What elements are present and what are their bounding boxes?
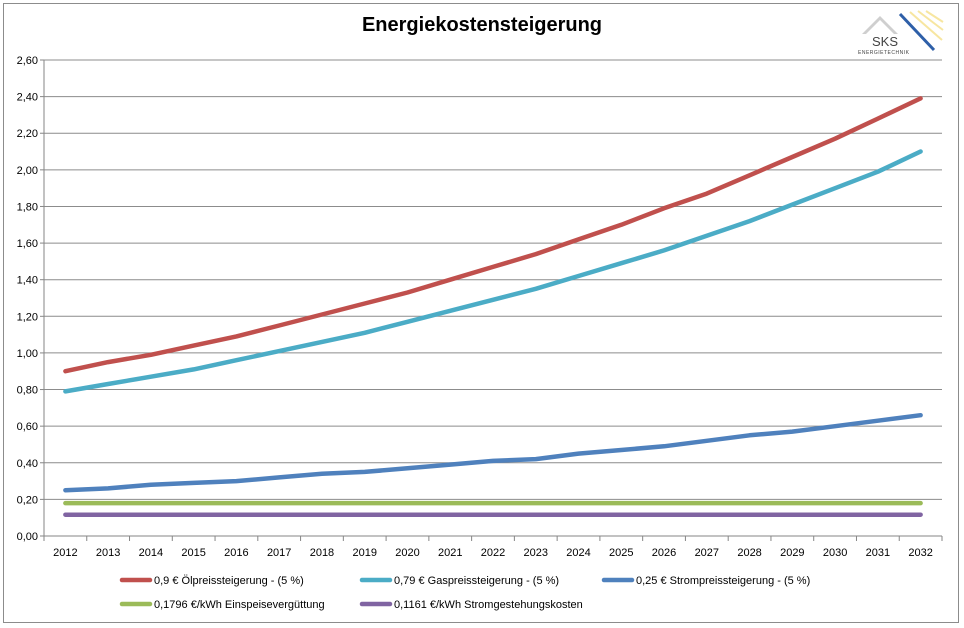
x-tick-label: 2019 (352, 547, 376, 559)
y-tick-label: 0,60 (17, 421, 38, 433)
solar-panel-line (898, 12, 936, 52)
sun-ray (925, 10, 944, 23)
x-tick-label: 2029 (780, 547, 804, 559)
sun-ray (917, 10, 944, 31)
y-tick-label: 1,80 (17, 201, 38, 213)
sun-ray (909, 11, 943, 41)
x-tick-label: 2022 (481, 547, 505, 559)
y-tick-label: 0,40 (17, 458, 38, 470)
legend-label: 0,9 € Ölpreissteigerung - (5 %) (154, 575, 304, 587)
x-tick-label: 2018 (310, 547, 334, 559)
x-tick-label: 2020 (395, 547, 419, 559)
legend-item: 0,79 € Gaspreissteigerung - (5 %) (359, 575, 559, 587)
x-tick-label: 2013 (96, 547, 120, 559)
x-tick-label: 2023 (524, 547, 548, 559)
y-tick-label: 1,00 (17, 348, 38, 360)
legend-label: 0,25 € Strompreissteigerung - (5 %) (636, 575, 810, 587)
logo-subtext: ENERGIETECHNIK (858, 50, 910, 56)
roof-shape (862, 16, 898, 34)
chart-title: Energiekostensteigerung (361, 14, 603, 36)
x-tick-label: 2016 (224, 547, 248, 559)
series-line-1 (63, 96, 923, 374)
logo-text: SKS (872, 34, 898, 49)
y-tick-label: 0,00 (17, 531, 38, 543)
x-tick-label: 2015 (181, 547, 205, 559)
y-tick-label: 0,20 (17, 494, 38, 506)
chart-frame (3, 3, 959, 623)
y-tick-label: 1,40 (17, 275, 38, 287)
legend-item: 0,25 € Strompreissteigerung - (5 %) (601, 575, 810, 587)
legend-item: 0,1796 €/kWh Einspeisevergüttung (119, 599, 325, 611)
x-tick-label: 2027 (695, 547, 719, 559)
series-line-3 (63, 412, 923, 493)
series-line-2 (63, 149, 923, 394)
y-tick-label: 2,60 (17, 55, 38, 67)
company-logo: SKS ENERGIETECHNIK (858, 10, 944, 56)
y-tick-label: 2,00 (17, 165, 38, 177)
y-tick-label: 2,20 (17, 128, 38, 140)
x-tick-label: 2024 (566, 547, 590, 559)
y-tick-label: 0,80 (17, 385, 38, 397)
x-tick-label: 2028 (737, 547, 761, 559)
x-tick-label: 2026 (652, 547, 676, 559)
x-tick-label: 2030 (823, 547, 847, 559)
y-tick-label: 1,20 (17, 311, 38, 323)
x-tick-label: 2012 (53, 547, 77, 559)
x-tick-label: 2017 (267, 547, 291, 559)
x-tick-label: 2021 (438, 547, 462, 559)
legend-item: 0,1161 €/kWh Stromgestehungskosten (359, 599, 583, 611)
legend-label: 0,79 € Gaspreissteigerung - (5 %) (394, 575, 559, 587)
legend-label: 0,1796 €/kWh Einspeisevergüttung (154, 599, 325, 611)
legend-label: 0,1161 €/kWh Stromgestehungskosten (394, 599, 583, 611)
x-tick-label: 2025 (609, 547, 633, 559)
y-tick-label: 1,60 (17, 238, 38, 250)
legend-item: 0,9 € Ölpreissteigerung - (5 %) (119, 575, 304, 587)
x-tick-label: 2032 (908, 547, 932, 559)
x-tick-label: 2031 (866, 547, 890, 559)
y-tick-label: 2,40 (17, 92, 38, 104)
x-tick-label: 2014 (139, 547, 163, 559)
